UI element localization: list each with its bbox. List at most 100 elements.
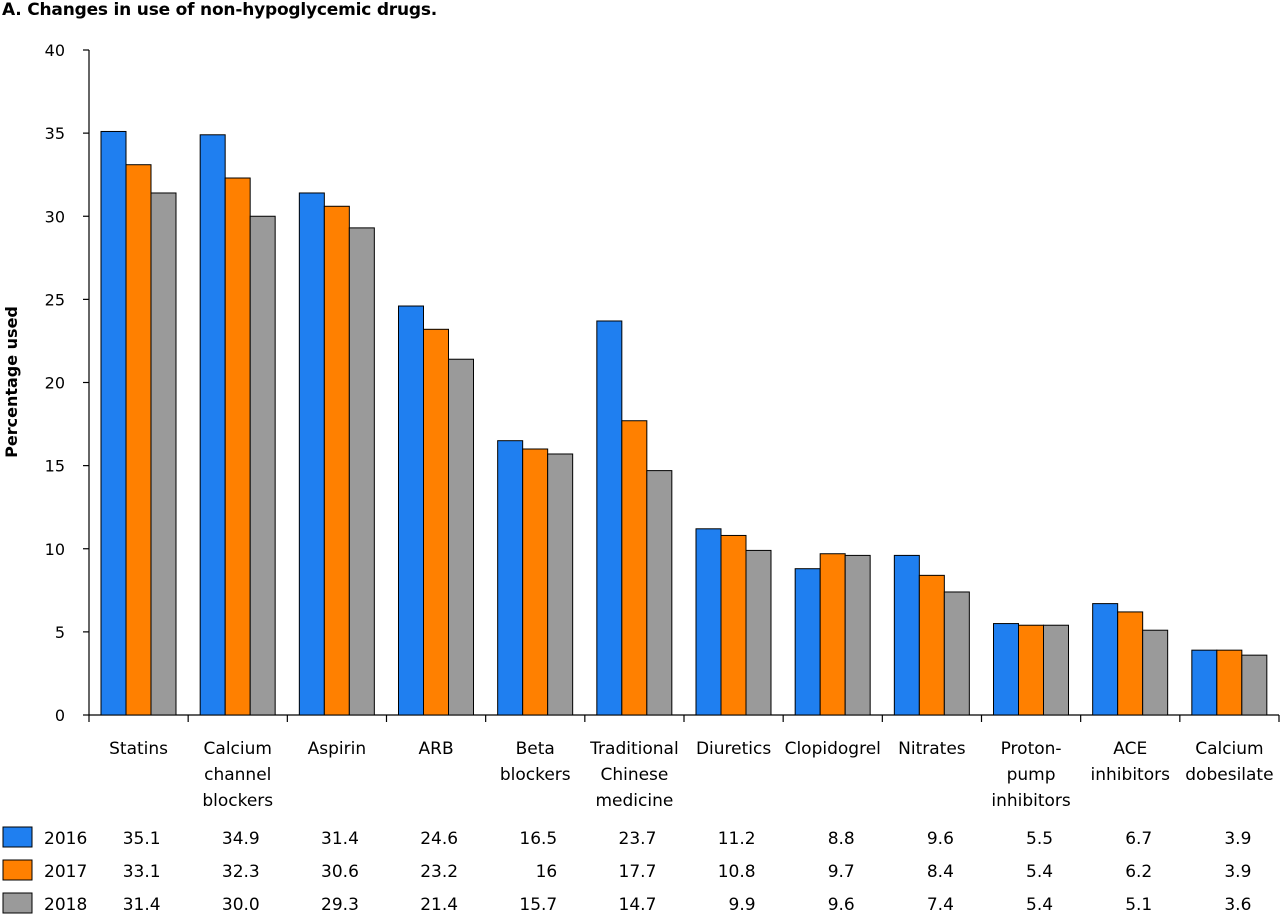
- category-label: ACE inhibitors: [1091, 739, 1171, 785]
- table-value: 31.4: [321, 829, 359, 849]
- table-value: 3.9: [1224, 862, 1251, 882]
- table-value: 30.6: [321, 862, 359, 882]
- y-axis-label: Percentage used: [2, 306, 21, 458]
- category-labels: Statins Calcium channel blockers Aspirin ARB B…: [109, 739, 1273, 811]
- category-label: Proton-pump inhibitors: [991, 739, 1071, 811]
- bar: [1142, 629, 1169, 716]
- table-value: 32.3: [222, 862, 260, 882]
- table-value: 16.5: [519, 829, 557, 849]
- category-label: Clopidogrel: [785, 739, 881, 759]
- category-label: Aspirin: [308, 739, 367, 759]
- y-tick-label: 20: [45, 374, 65, 393]
- table-value: 8.8: [828, 829, 855, 849]
- y-tick-label: 0: [55, 706, 65, 725]
- bar: [993, 623, 1019, 716]
- category-label: Calcium dobesilate: [1185, 739, 1273, 785]
- bar: [720, 534, 747, 716]
- table-value: 9.7: [828, 862, 855, 882]
- bar: [398, 305, 424, 716]
- table-value: 9.9: [729, 895, 756, 915]
- bar: [1241, 654, 1268, 716]
- table-value: 24.6: [420, 829, 458, 849]
- table-value: 7.4: [927, 895, 954, 915]
- table-value: 15.7: [519, 895, 557, 915]
- bar: [794, 568, 821, 716]
- bar: [943, 591, 970, 716]
- bar: [249, 215, 276, 716]
- y-tick-label: 30: [45, 207, 65, 226]
- bar: [646, 470, 673, 716]
- bar: [125, 164, 152, 716]
- table-value: 3.6: [1224, 895, 1251, 915]
- bar: [547, 453, 574, 716]
- y-tick-label: 25: [45, 290, 65, 309]
- table-value: 16: [536, 862, 558, 882]
- bar: [918, 574, 945, 716]
- y-tick-label: 15: [45, 457, 65, 476]
- y-tick-label: 35: [45, 124, 65, 143]
- table-value: 5.1: [1125, 895, 1152, 915]
- bars: [100, 130, 1268, 716]
- table-value: 11.2: [718, 829, 756, 849]
- table-value: 29.3: [321, 895, 359, 915]
- y-tick-label: 5: [55, 623, 65, 642]
- table-value: 9.6: [828, 895, 855, 915]
- bar: [1191, 649, 1218, 716]
- table-value: 21.4: [420, 895, 458, 915]
- category-label: Statins: [109, 739, 168, 759]
- table-value: 8.4: [927, 862, 954, 882]
- table-value: 5.4: [1026, 895, 1053, 915]
- legend-label: 2016: [44, 829, 87, 849]
- table-value: 5.5: [1026, 829, 1053, 849]
- bar: [1043, 624, 1069, 716]
- bar: [323, 205, 350, 716]
- bar: [819, 553, 846, 716]
- axes: 0 5 10 15 20 25 30 35 40: [45, 41, 1280, 725]
- table-value: 23.7: [619, 829, 657, 849]
- bar: [844, 554, 871, 716]
- table-value: 35.1: [123, 829, 161, 849]
- table-value: 9.6: [927, 829, 954, 849]
- category-label: Diuretics: [696, 739, 771, 759]
- category-label: Calcium channel blockers: [202, 739, 273, 811]
- table-value: 14.7: [619, 895, 657, 915]
- table-value: 34.9: [222, 829, 260, 849]
- bar: [298, 192, 325, 716]
- bar: [1117, 611, 1144, 716]
- bar: [1018, 624, 1044, 716]
- bar: [1216, 649, 1243, 716]
- bar: [621, 420, 648, 716]
- table-value: 10.8: [718, 862, 756, 882]
- bar: [522, 448, 549, 716]
- category-label: Beta blockers: [500, 739, 571, 785]
- table-value: 6.7: [1125, 829, 1152, 849]
- category-label: Traditional Chinese medicine: [589, 739, 679, 811]
- bar: [695, 528, 722, 716]
- table-value: 17.7: [619, 862, 657, 882]
- data-table: 2016 35.1 34.9 31.4 24.6 16.5 23.7 11.2 8.8 9.6 5.…: [2, 826, 1251, 915]
- bar: [199, 134, 226, 716]
- legend-label: 2018: [44, 895, 87, 915]
- bar: [423, 328, 449, 716]
- chart-title: A. Changes in use of non-hypoglycemic dr…: [2, 0, 438, 20]
- bar: [224, 177, 251, 716]
- table-value: 6.2: [1125, 862, 1152, 882]
- legend-swatch: [2, 859, 33, 881]
- bar: [348, 227, 375, 716]
- table-value: 33.1: [123, 862, 161, 882]
- bar: [448, 358, 474, 716]
- bar: [596, 320, 623, 716]
- table-value: 30.0: [222, 895, 260, 915]
- category-label: ARB: [419, 739, 454, 759]
- legend-swatch: [2, 892, 33, 914]
- y-tick-label: 40: [45, 41, 65, 60]
- bar: [150, 192, 177, 716]
- table-value: 23.2: [420, 862, 458, 882]
- category-label: Nitrates: [898, 739, 966, 759]
- bar: [745, 549, 772, 716]
- table-value: 5.4: [1026, 862, 1053, 882]
- legend-swatch: [2, 826, 33, 848]
- bar: [893, 554, 920, 716]
- legend-label: 2017: [44, 862, 87, 882]
